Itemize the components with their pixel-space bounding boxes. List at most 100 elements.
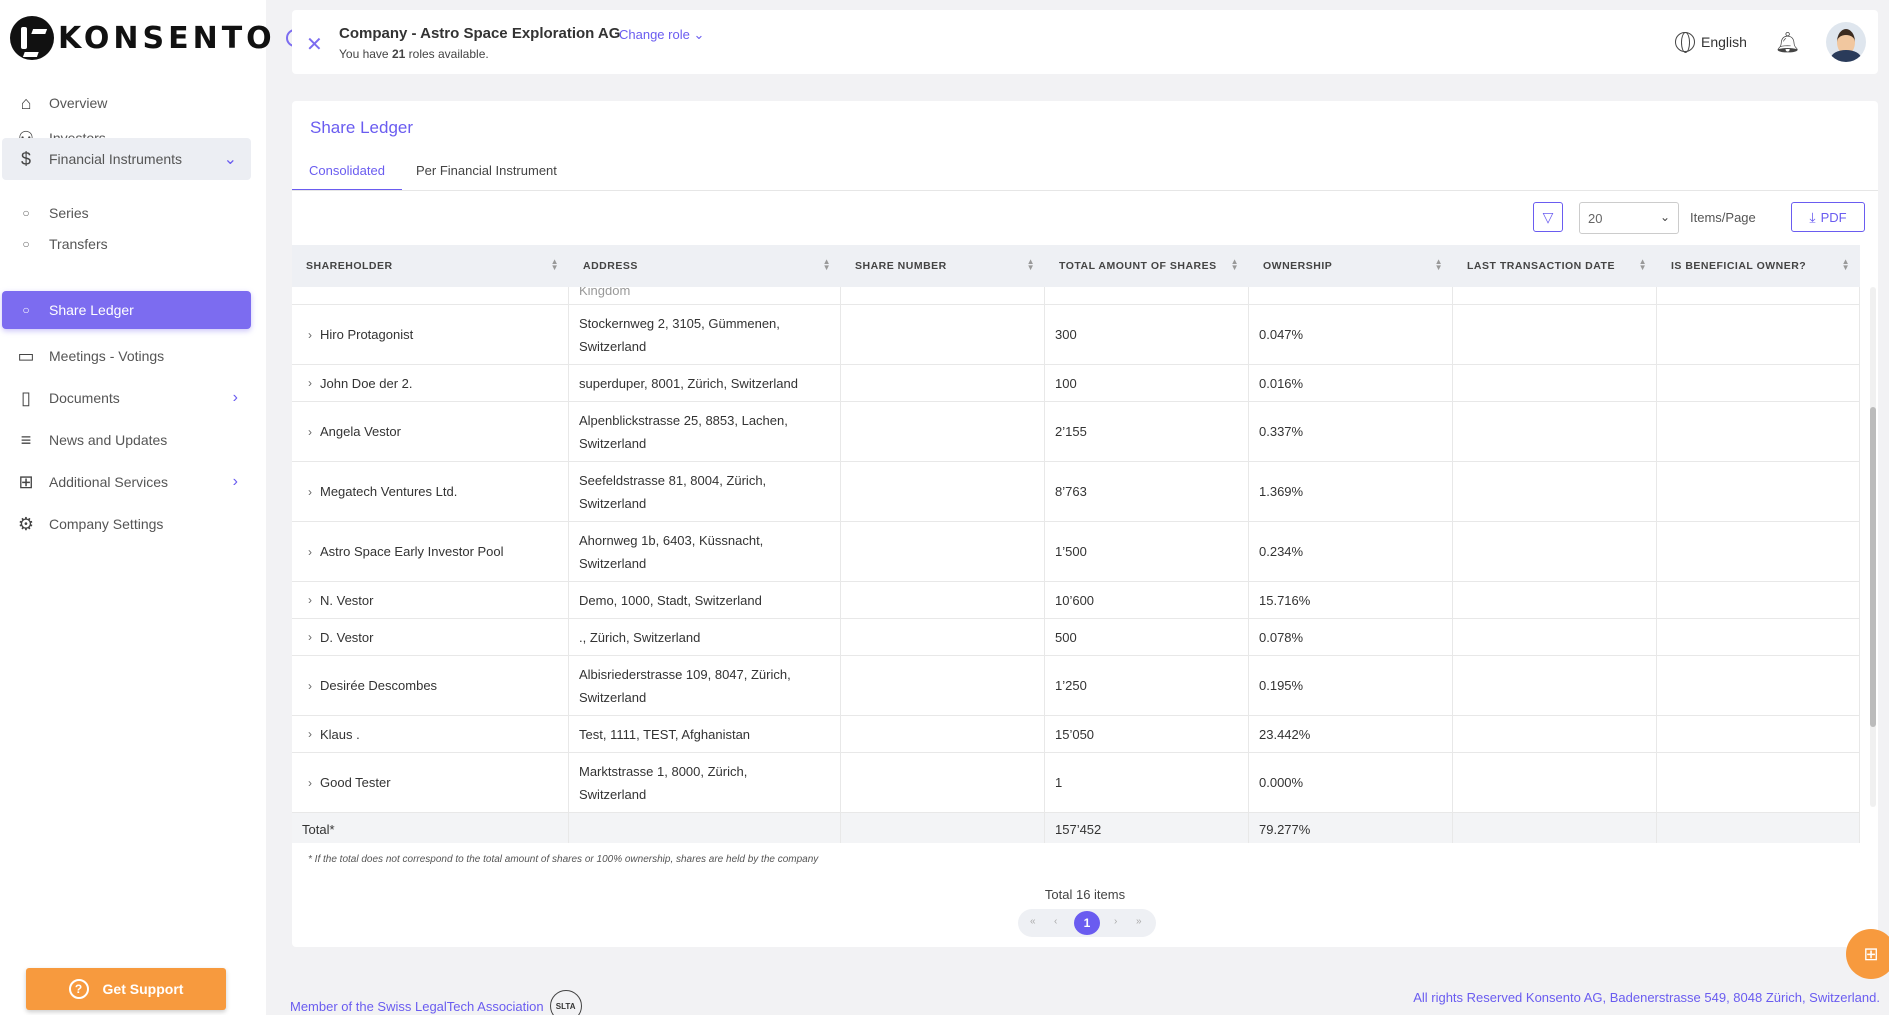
ownership-cell: 0.234% [1249, 522, 1453, 581]
column-label: SHAREHOLDER [306, 260, 393, 272]
last-page-icon[interactable]: » [1136, 916, 1142, 927]
address-line-2: Switzerland [579, 786, 647, 802]
sidebar-item-overview[interactable]: ⌂ Overview [0, 82, 252, 124]
grid-icon: ⊞ [1863, 943, 1879, 964]
sidebar-item-meetings-votings[interactable]: ▭ Meetings - Votings [0, 335, 252, 377]
filter-button[interactable]: ▽ [1533, 202, 1563, 232]
slta-badge[interactable]: SLTA [549, 990, 582, 1015]
sidebar-item-news-updates[interactable]: ≡ News and Updates [0, 419, 252, 461]
expand-chevron-icon[interactable]: › [308, 424, 312, 439]
table-row[interactable]: › Good Tester Marktstrasse 1, 8000, Zürich… [292, 753, 1860, 813]
table-row[interactable]: › Hiro Protagonist Stockernweg 2, 3105, Gü… [292, 305, 1860, 365]
first-page-icon[interactable]: « [1030, 916, 1036, 927]
column-header-total-shares[interactable]: TOTAL AMOUNT OF SHARES ▲ ▼ [1045, 245, 1249, 287]
table-row[interactable]: › Angela Vestor Alpenblickstrasse 25, 8853… [292, 402, 1860, 462]
language-selector[interactable]: English [1675, 32, 1747, 53]
table-row[interactable]: › N. Vestor Demo, 1000, Stadt, Switzerland… [292, 582, 1860, 619]
expand-chevron-icon[interactable]: › [308, 544, 312, 559]
table-row: Kingdom [292, 287, 1860, 305]
footer-rights: All rights Reserved Konsento AG, Badener… [1413, 990, 1880, 1005]
sidebar-item-financial-instruments[interactable]: $ Financial Instruments ⌄ [2, 138, 251, 180]
expand-chevron-icon[interactable]: › [308, 678, 312, 693]
sidebar-item-documents[interactable]: ▯ Documents › [0, 377, 252, 419]
roles-count: 21 [391, 47, 406, 61]
total-shares-value: 100 [1055, 375, 1077, 391]
column-header-last-transaction[interactable]: LAST TRANSACTION DATE ▲ ▼ [1453, 245, 1657, 287]
total-row: Total* 157’452 79.277% [292, 813, 1860, 843]
ownership-cell: 0.016% [1249, 365, 1453, 401]
expand-chevron-icon[interactable]: › [308, 593, 312, 607]
table-row[interactable]: › John Doe der 2. superduper, 8001, Zürich… [292, 365, 1860, 402]
table-row[interactable]: › D. Vestor ., Zürich, Switzerland 500 0.078… [292, 619, 1860, 656]
tab-consolidated[interactable]: Consolidated [292, 163, 402, 191]
expand-chevron-icon[interactable]: › [308, 727, 312, 741]
bell-icon[interactable]: 🔔︎ [1775, 32, 1801, 54]
expand-chevron-icon[interactable]: › [308, 484, 312, 499]
column-header-share-number[interactable]: SHARE NUMBER ▲ ▼ [841, 245, 1045, 287]
expand-chevron-icon[interactable]: › [308, 630, 312, 644]
address-text: Seefeldstrasse 81, 8004, Zürich, Switzerl… [579, 469, 766, 515]
sidebar-item-series[interactable]: ○ Series [0, 192, 252, 234]
share-number-cell [841, 522, 1045, 581]
share-number-cell [841, 582, 1045, 618]
page-size-value: 20 [1588, 211, 1603, 226]
table-row[interactable]: › Desirée Descombes Albisriederstrasse 109… [292, 656, 1860, 716]
total-shares-cell: 500 [1045, 619, 1249, 655]
page-1-button[interactable]: 1 [1074, 911, 1100, 935]
sidebar-item-label: Documents [49, 390, 120, 406]
address-line-1: superduper, 8001, Zürich, Switzerland [579, 375, 798, 391]
get-support-button[interactable]: ? Get Support [26, 968, 226, 1010]
expand-chevron-icon[interactable]: › [308, 775, 312, 790]
table-body: Kingdom › Hiro Protagonist Stockernweg 2, … [292, 287, 1860, 843]
expand-chevron-icon[interactable]: › [308, 327, 312, 342]
table-row[interactable]: › Megatech Ventures Ltd. Seefeldstrasse 81… [292, 462, 1860, 522]
items-per-page-label: Items/Page [1690, 210, 1756, 225]
table-cell [1045, 287, 1249, 304]
column-header-ownership[interactable]: OWNERSHIP ▲ ▼ [1249, 245, 1453, 287]
page-size-select[interactable]: 20 ⌄ [1579, 202, 1679, 234]
total-footnote: * If the total does not correspond to th… [308, 854, 819, 865]
sidebar-item-additional-services[interactable]: ⊞ Additional Services › [0, 461, 252, 503]
ownership-cell: 0.047% [1249, 305, 1453, 364]
sort-icon: ▲ ▼ [550, 257, 559, 272]
address-text: Albisriederstrasse 109, 8047, Zürich, Swi… [579, 663, 791, 709]
address-line-2: Switzerland [579, 495, 647, 511]
table-row[interactable]: › Klaus . Test, 1111, TEST, Afghanistan 15’… [292, 716, 1860, 753]
column-header-shareholder[interactable]: SHAREHOLDER ▲ ▼ [292, 245, 569, 287]
avatar[interactable] [1826, 22, 1866, 62]
expand-chevron-icon[interactable]: › [308, 376, 312, 390]
sidebar-item-company-settings[interactable]: ⚙ Company Settings [0, 503, 252, 545]
konsento-logo[interactable]: KONSENTO [10, 14, 304, 62]
video-icon: ▭ [17, 345, 35, 366]
total-shares-cell: 1 [1045, 753, 1249, 812]
table-row[interactable]: › Astro Space Early Investor Pool Ahornweg… [292, 522, 1860, 582]
prev-page-icon[interactable]: ‹ [1054, 916, 1058, 927]
table-cell [1453, 287, 1657, 304]
sidebar-item-label: Company Settings [49, 516, 164, 532]
change-role-link[interactable]: Change role ⌄ [619, 27, 705, 42]
tab-per-financial-instrument[interactable]: Per Financial Instrument [416, 163, 557, 178]
column-header-beneficial-owner[interactable]: IS BENEFICIAL OWNER? ▲ ▼ [1657, 245, 1860, 287]
ownership-cell: 0.078% [1249, 619, 1453, 655]
apps-fab-button[interactable]: ⊞ [1846, 929, 1889, 979]
total-shares-value: 300 [1055, 327, 1077, 342]
last-transaction-cell [1453, 753, 1657, 812]
table-scrollbar[interactable] [1870, 287, 1876, 807]
get-support-label: Get Support [102, 981, 184, 997]
column-header-address[interactable]: ADDRESS ▲ ▼ [569, 245, 841, 287]
scrollbar-thumb[interactable] [1870, 407, 1876, 727]
pdf-label: PDF [1820, 209, 1847, 225]
total-cell [569, 813, 841, 843]
pdf-download-button[interactable]: ⤓ PDF [1791, 202, 1865, 232]
filter-icon: ▽ [1542, 208, 1554, 225]
address-cell: Alpenblickstrasse 25, 8853, Lachen, Switz… [569, 402, 841, 461]
sidebar-item-share-ledger[interactable]: ○ Share Ledger [2, 291, 251, 329]
beneficial-owner-cell [1657, 656, 1860, 715]
address-text: Marktstrasse 1, 8000, Zürich, Switzerland [579, 760, 747, 806]
column-label: IS BENEFICIAL OWNER? [1671, 260, 1807, 272]
sidebar-item-label: Meetings - Votings [49, 348, 165, 364]
sidebar-item-transfers[interactable]: ○ Transfers [0, 223, 252, 265]
next-page-icon[interactable]: › [1114, 916, 1118, 927]
last-transaction-cell [1453, 716, 1657, 752]
total-shares-value: 500 [1055, 629, 1077, 645]
